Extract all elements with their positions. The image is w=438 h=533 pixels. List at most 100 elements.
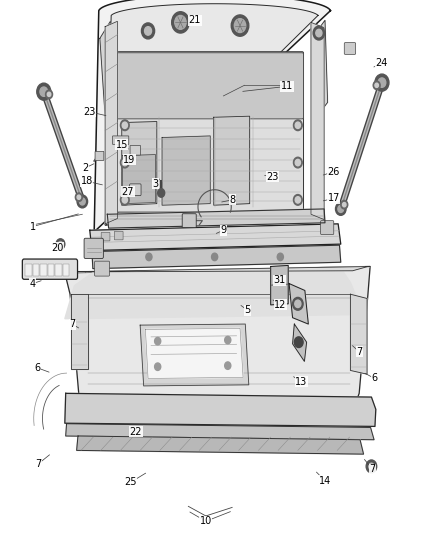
Text: 10: 10 xyxy=(200,516,212,526)
Circle shape xyxy=(293,157,302,168)
Polygon shape xyxy=(123,155,155,204)
Circle shape xyxy=(366,460,377,473)
FancyBboxPatch shape xyxy=(33,264,39,276)
FancyBboxPatch shape xyxy=(113,136,129,144)
Circle shape xyxy=(37,83,51,100)
Circle shape xyxy=(155,363,161,370)
Circle shape xyxy=(293,120,302,131)
Text: 22: 22 xyxy=(130,427,142,437)
Polygon shape xyxy=(65,271,364,319)
Polygon shape xyxy=(77,436,364,454)
Circle shape xyxy=(225,362,231,369)
Circle shape xyxy=(172,12,189,33)
Text: 15: 15 xyxy=(116,140,128,150)
Circle shape xyxy=(336,203,346,215)
FancyBboxPatch shape xyxy=(55,264,62,276)
Polygon shape xyxy=(214,116,250,205)
Polygon shape xyxy=(289,284,308,324)
Text: 27: 27 xyxy=(122,187,134,197)
FancyBboxPatch shape xyxy=(25,264,32,276)
Polygon shape xyxy=(65,266,370,272)
Text: 21: 21 xyxy=(189,15,201,25)
Text: 2: 2 xyxy=(82,163,88,173)
Circle shape xyxy=(295,197,300,203)
Polygon shape xyxy=(140,324,249,386)
FancyBboxPatch shape xyxy=(130,184,141,196)
Text: 14: 14 xyxy=(319,476,331,486)
Circle shape xyxy=(313,26,325,40)
Text: 13: 13 xyxy=(295,377,307,386)
Circle shape xyxy=(122,159,127,166)
Polygon shape xyxy=(65,266,370,411)
FancyBboxPatch shape xyxy=(321,221,334,235)
Polygon shape xyxy=(71,294,88,369)
FancyBboxPatch shape xyxy=(130,146,141,155)
FancyBboxPatch shape xyxy=(117,52,304,212)
Circle shape xyxy=(338,205,344,213)
Text: 7: 7 xyxy=(356,347,362,357)
Text: 4: 4 xyxy=(30,279,36,288)
Polygon shape xyxy=(105,21,117,224)
FancyBboxPatch shape xyxy=(101,232,110,241)
FancyBboxPatch shape xyxy=(95,261,110,276)
Polygon shape xyxy=(92,245,341,269)
FancyBboxPatch shape xyxy=(95,151,104,160)
Text: 11: 11 xyxy=(281,82,293,91)
FancyBboxPatch shape xyxy=(117,53,304,119)
Circle shape xyxy=(316,29,322,37)
Circle shape xyxy=(373,81,380,90)
Circle shape xyxy=(77,195,81,199)
Polygon shape xyxy=(162,136,210,205)
Circle shape xyxy=(341,200,348,209)
Circle shape xyxy=(277,253,283,261)
FancyBboxPatch shape xyxy=(48,264,54,276)
Polygon shape xyxy=(271,265,288,305)
Circle shape xyxy=(79,198,85,205)
Circle shape xyxy=(141,23,155,39)
FancyBboxPatch shape xyxy=(344,43,356,54)
Circle shape xyxy=(295,300,301,308)
Text: 18: 18 xyxy=(81,176,93,186)
FancyBboxPatch shape xyxy=(84,238,103,259)
Circle shape xyxy=(120,120,129,131)
Circle shape xyxy=(40,87,48,96)
Polygon shape xyxy=(94,0,333,232)
Circle shape xyxy=(295,122,300,128)
Circle shape xyxy=(293,195,302,205)
Circle shape xyxy=(56,239,65,249)
Circle shape xyxy=(375,74,389,91)
Polygon shape xyxy=(65,266,370,411)
Text: 12: 12 xyxy=(274,300,286,310)
Polygon shape xyxy=(314,20,328,116)
Circle shape xyxy=(231,15,249,36)
Circle shape xyxy=(294,337,303,348)
Polygon shape xyxy=(90,224,341,251)
Circle shape xyxy=(369,463,374,470)
Text: 6: 6 xyxy=(371,374,378,383)
Text: 31: 31 xyxy=(273,276,286,285)
Circle shape xyxy=(295,159,300,166)
Circle shape xyxy=(145,27,152,35)
Text: 7: 7 xyxy=(369,464,375,474)
Text: 6: 6 xyxy=(34,363,40,373)
Polygon shape xyxy=(311,22,324,220)
Polygon shape xyxy=(105,4,324,225)
Circle shape xyxy=(77,195,88,208)
Circle shape xyxy=(158,189,165,197)
FancyBboxPatch shape xyxy=(182,214,196,228)
Polygon shape xyxy=(145,328,243,378)
FancyBboxPatch shape xyxy=(40,264,47,276)
Text: 25: 25 xyxy=(124,478,137,487)
Text: 7: 7 xyxy=(35,459,42,469)
Circle shape xyxy=(58,241,63,247)
FancyBboxPatch shape xyxy=(63,264,69,276)
Circle shape xyxy=(46,90,53,99)
Polygon shape xyxy=(65,393,376,426)
Text: 17: 17 xyxy=(328,193,340,203)
Circle shape xyxy=(378,78,386,87)
Text: 20: 20 xyxy=(51,243,63,253)
Circle shape xyxy=(175,15,186,29)
Circle shape xyxy=(75,193,82,201)
Polygon shape xyxy=(107,209,325,228)
Circle shape xyxy=(120,195,129,205)
